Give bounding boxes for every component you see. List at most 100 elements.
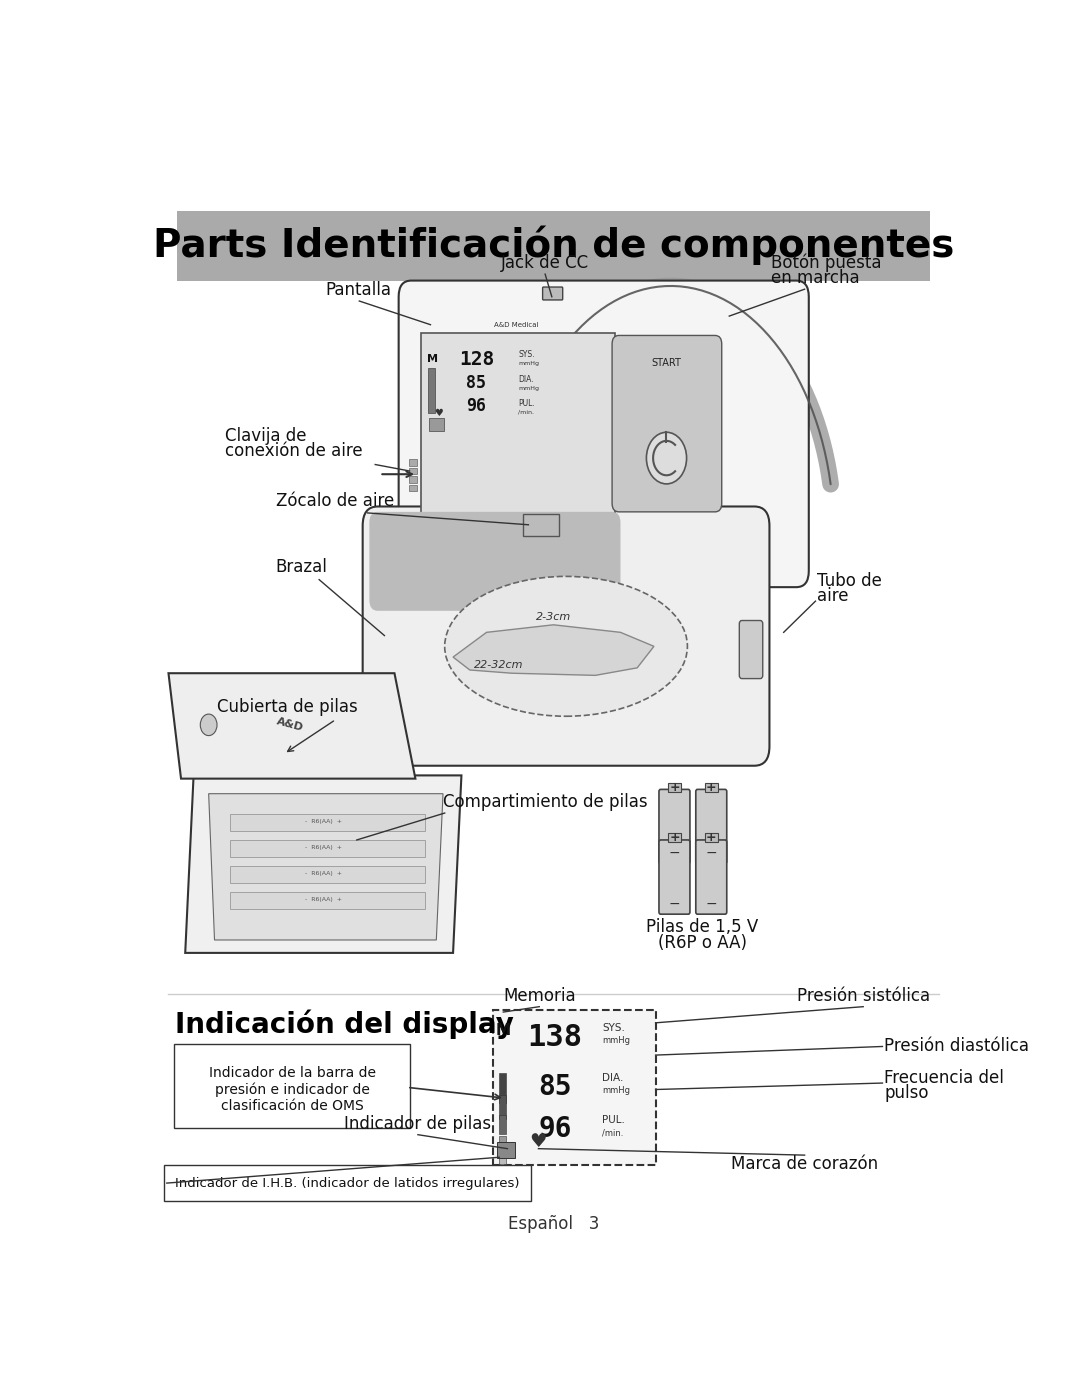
Text: -  R6(AA)  +: - R6(AA) + (305, 845, 342, 849)
FancyBboxPatch shape (408, 468, 417, 474)
FancyBboxPatch shape (705, 834, 717, 842)
Text: Español   3: Español 3 (508, 1215, 599, 1234)
Text: +: + (670, 831, 679, 844)
FancyBboxPatch shape (428, 367, 435, 414)
Text: Jack de CC: Jack de CC (501, 254, 590, 272)
FancyBboxPatch shape (523, 514, 559, 535)
Text: mmHg: mmHg (602, 1035, 630, 1045)
FancyBboxPatch shape (164, 1165, 531, 1201)
Text: Cubierta de pilas: Cubierta de pilas (217, 698, 357, 717)
Ellipse shape (445, 577, 688, 717)
FancyBboxPatch shape (669, 782, 680, 792)
Text: Pantalla: Pantalla (326, 281, 392, 299)
FancyBboxPatch shape (230, 866, 424, 883)
FancyBboxPatch shape (499, 1095, 505, 1119)
Polygon shape (454, 624, 653, 675)
Text: Clavija de: Clavija de (226, 427, 307, 446)
Text: SYS.: SYS. (518, 351, 535, 359)
Text: PUL.: PUL. (518, 398, 535, 408)
FancyBboxPatch shape (696, 789, 727, 863)
FancyBboxPatch shape (408, 460, 417, 465)
FancyBboxPatch shape (494, 1010, 656, 1165)
Text: Pilas de 1,5 V: Pilas de 1,5 V (646, 918, 758, 936)
Text: mmHg: mmHg (518, 386, 539, 391)
FancyBboxPatch shape (612, 335, 721, 511)
Text: 128: 128 (459, 349, 495, 369)
FancyBboxPatch shape (659, 840, 690, 914)
Text: pulso: pulso (885, 1084, 929, 1102)
Text: −: − (705, 897, 717, 911)
Text: Parts Identificación de componentes: Parts Identificación de componentes (152, 225, 955, 265)
Text: Compartimiento de pilas: Compartimiento de pilas (443, 793, 648, 810)
Text: Indicación del display: Indicación del display (175, 1009, 514, 1038)
FancyBboxPatch shape (399, 281, 809, 587)
Text: M: M (427, 353, 437, 365)
FancyBboxPatch shape (177, 211, 930, 281)
Text: Tubo de: Tubo de (818, 573, 882, 591)
Polygon shape (168, 673, 416, 778)
Circle shape (647, 432, 687, 483)
Text: −: − (669, 845, 680, 861)
FancyBboxPatch shape (230, 814, 424, 831)
Text: DIA.: DIA. (602, 1073, 623, 1083)
Text: conexión de aire: conexión de aire (226, 443, 363, 460)
Text: Memoria: Memoria (503, 986, 576, 1004)
FancyBboxPatch shape (740, 620, 762, 679)
Text: Indicador de I.H.B. (indicador de latidos irregulares): Indicador de I.H.B. (indicador de latido… (175, 1176, 519, 1190)
Text: −: − (669, 897, 680, 911)
Text: /min.: /min. (518, 409, 535, 415)
Text: PUL.: PUL. (602, 1115, 625, 1126)
Text: Presión sistólica: Presión sistólica (797, 986, 930, 1004)
Text: Zócalo de aire: Zócalo de aire (275, 492, 394, 510)
FancyBboxPatch shape (174, 1045, 409, 1129)
Text: Botón puesta: Botón puesta (771, 253, 881, 272)
Text: mmHg: mmHg (518, 360, 539, 366)
FancyBboxPatch shape (429, 418, 444, 432)
Text: ♥: ♥ (529, 1132, 548, 1151)
Text: presión e indicador de: presión e indicador de (215, 1083, 369, 1097)
Text: +: + (670, 781, 679, 793)
Text: A&D Medical: A&D Medical (494, 321, 538, 328)
Text: Marca de corazón: Marca de corazón (731, 1155, 878, 1173)
FancyBboxPatch shape (499, 1155, 505, 1164)
Text: Indicador de pilas: Indicador de pilas (345, 1115, 491, 1133)
FancyBboxPatch shape (659, 789, 690, 863)
Polygon shape (186, 775, 461, 953)
Text: clasificación de OMS: clasificación de OMS (221, 1098, 364, 1112)
Text: 96: 96 (539, 1115, 572, 1143)
Text: /min.: /min. (602, 1129, 623, 1137)
Text: +: + (706, 781, 717, 793)
Text: 2-3cm: 2-3cm (536, 612, 571, 622)
Text: Indicador de la barra de: Indicador de la barra de (208, 1066, 376, 1080)
Text: -  R6(AA)  +: - R6(AA) + (305, 897, 342, 901)
Text: START: START (651, 359, 681, 369)
FancyBboxPatch shape (696, 840, 727, 914)
Text: mmHg: mmHg (602, 1087, 630, 1095)
FancyBboxPatch shape (408, 476, 417, 483)
Text: -  R6(AA)  +: - R6(AA) + (305, 870, 342, 876)
Text: Brazal: Brazal (275, 559, 327, 577)
Circle shape (200, 714, 217, 736)
Text: M: M (496, 1023, 511, 1038)
Text: 22-32cm: 22-32cm (474, 659, 524, 669)
Polygon shape (208, 793, 443, 940)
FancyBboxPatch shape (705, 782, 717, 792)
FancyBboxPatch shape (499, 1136, 505, 1148)
FancyBboxPatch shape (542, 286, 563, 300)
FancyBboxPatch shape (669, 834, 680, 842)
FancyBboxPatch shape (408, 485, 417, 492)
Text: 138: 138 (528, 1023, 583, 1052)
FancyBboxPatch shape (499, 1115, 505, 1133)
Text: +: + (706, 831, 717, 844)
Text: −: − (705, 845, 717, 861)
FancyBboxPatch shape (230, 840, 424, 858)
FancyBboxPatch shape (363, 507, 769, 766)
Text: en marcha: en marcha (771, 270, 860, 286)
Text: -  R6(AA)  +: - R6(AA) + (305, 819, 342, 824)
FancyBboxPatch shape (421, 334, 615, 549)
Text: 85: 85 (467, 374, 486, 391)
Text: aire: aire (818, 588, 849, 605)
Text: DIA.: DIA. (518, 374, 534, 384)
FancyBboxPatch shape (498, 1143, 515, 1158)
Text: Presión diastólica: Presión diastólica (885, 1038, 1029, 1056)
